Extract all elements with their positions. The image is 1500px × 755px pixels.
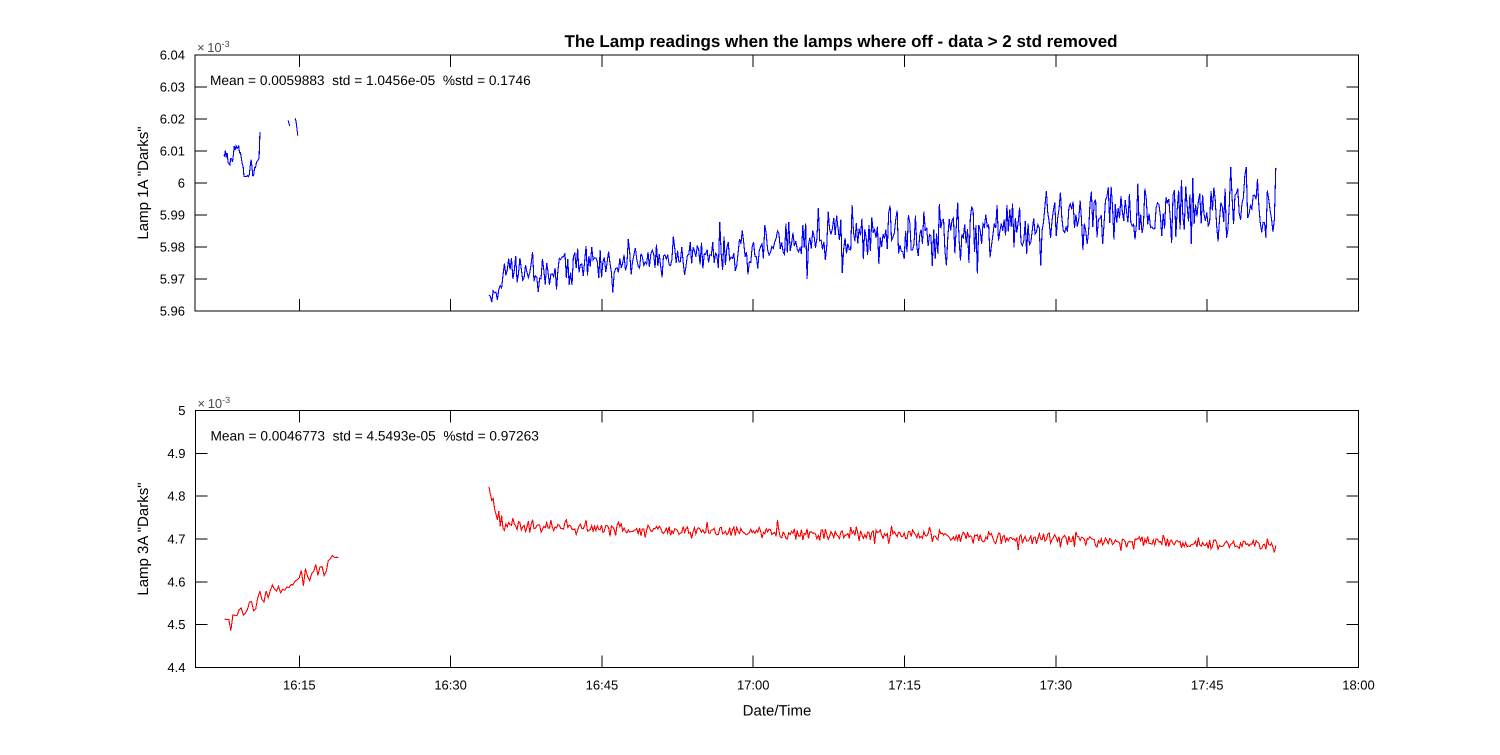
svg-text:6.02: 6.02: [160, 112, 185, 127]
svg-text:5.96: 5.96: [160, 304, 185, 319]
svg-text:5: 5: [178, 403, 185, 418]
svg-text:18:00: 18:00: [1342, 678, 1375, 693]
svg-text:5.99: 5.99: [160, 208, 185, 223]
svg-text:Mean = 0.0059883 std = 1.0456: Mean = 0.0059883 std = 1.0456e-05 %std =…: [210, 73, 531, 88]
svg-text:17:00: 17:00: [737, 678, 770, 693]
svg-text:Lamp 3A "Darks": Lamp 3A "Darks": [135, 482, 152, 595]
svg-text:5.97: 5.97: [160, 272, 185, 287]
svg-text:4.8: 4.8: [167, 489, 185, 504]
svg-text:4.9: 4.9: [167, 446, 185, 461]
svg-text:16:45: 16:45: [586, 678, 619, 693]
svg-text:6.01: 6.01: [160, 144, 185, 159]
svg-text:6.04: 6.04: [160, 48, 185, 63]
svg-text:4.4: 4.4: [167, 660, 185, 675]
svg-text:The Lamp readings when the lam: The Lamp readings when the lamps where o…: [564, 32, 1117, 51]
svg-text:4.6: 4.6: [167, 574, 185, 589]
svg-text:16:15: 16:15: [283, 678, 316, 693]
svg-text:16:30: 16:30: [434, 678, 467, 693]
svg-text:4.5: 4.5: [167, 617, 185, 632]
svg-text:Date/Time: Date/Time: [743, 703, 812, 720]
svg-text:6.03: 6.03: [160, 80, 185, 95]
svg-text:4.7: 4.7: [167, 532, 185, 547]
svg-text:17:15: 17:15: [888, 678, 921, 693]
svg-text:17:30: 17:30: [1040, 678, 1073, 693]
svg-text:Lamp 1A "Darks": Lamp 1A "Darks": [135, 126, 152, 239]
svg-text:5.98: 5.98: [160, 240, 185, 255]
svg-text:6: 6: [178, 176, 185, 191]
svg-text:Mean = 0.0046773 std = 4.5493: Mean = 0.0046773 std = 4.5493e-05 %std =…: [211, 429, 540, 444]
svg-text:17:45: 17:45: [1191, 678, 1224, 693]
